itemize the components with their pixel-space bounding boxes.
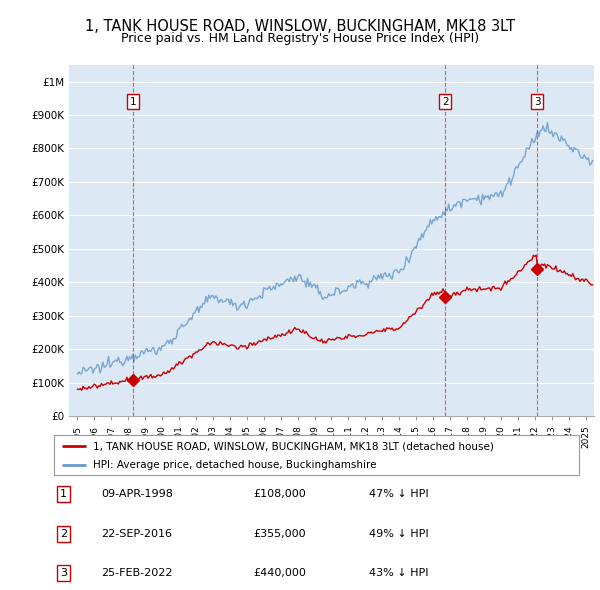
Text: 3: 3 [60, 568, 67, 578]
Text: 47% ↓ HPI: 47% ↓ HPI [369, 489, 428, 499]
Text: 1, TANK HOUSE ROAD, WINSLOW, BUCKINGHAM, MK18 3LT: 1, TANK HOUSE ROAD, WINSLOW, BUCKINGHAM,… [85, 19, 515, 34]
Text: £108,000: £108,000 [254, 489, 306, 499]
Text: HPI: Average price, detached house, Buckinghamshire: HPI: Average price, detached house, Buck… [94, 460, 377, 470]
Text: 3: 3 [534, 97, 541, 107]
Text: 43% ↓ HPI: 43% ↓ HPI [369, 568, 428, 578]
Text: £355,000: £355,000 [254, 529, 306, 539]
Text: 1: 1 [130, 97, 136, 107]
Text: 25-FEB-2022: 25-FEB-2022 [101, 568, 173, 578]
Text: 2: 2 [60, 529, 67, 539]
Text: 09-APR-1998: 09-APR-1998 [101, 489, 173, 499]
Text: Price paid vs. HM Land Registry's House Price Index (HPI): Price paid vs. HM Land Registry's House … [121, 32, 479, 45]
Text: 49% ↓ HPI: 49% ↓ HPI [369, 529, 428, 539]
Text: 22-SEP-2016: 22-SEP-2016 [101, 529, 172, 539]
Text: 1: 1 [60, 489, 67, 499]
Text: 1, TANK HOUSE ROAD, WINSLOW, BUCKINGHAM, MK18 3LT (detached house): 1, TANK HOUSE ROAD, WINSLOW, BUCKINGHAM,… [94, 441, 494, 451]
Text: £440,000: £440,000 [254, 568, 307, 578]
Text: 2: 2 [442, 97, 449, 107]
